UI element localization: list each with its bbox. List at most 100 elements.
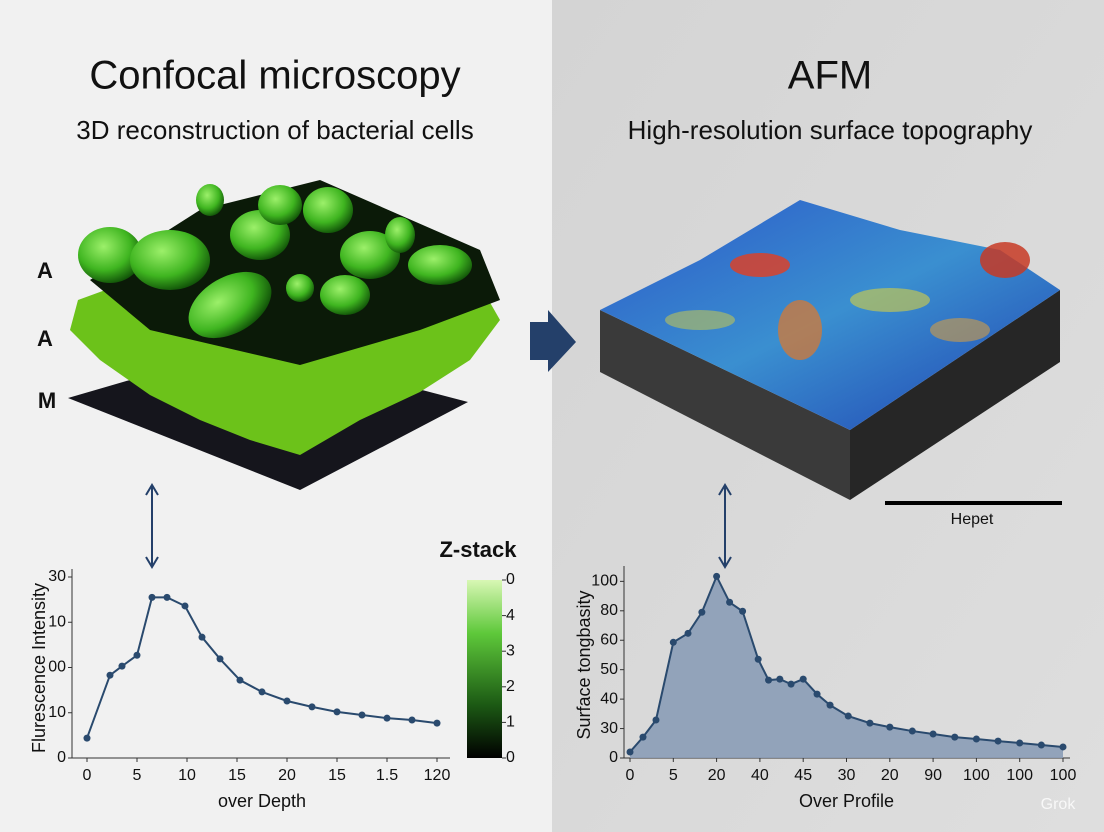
colorbar-label: 0 <box>506 571 515 588</box>
y-axis-label: Flurescence Intensity <box>29 583 49 753</box>
x-tick-label: 40 <box>751 767 769 784</box>
point <box>844 712 852 720</box>
colorbar-label: 4 <box>506 607 515 624</box>
point <box>198 633 206 641</box>
y-tick-label: 30 <box>600 720 618 737</box>
point <box>148 593 156 601</box>
point <box>308 703 316 711</box>
x-tick-label: 0 <box>83 767 92 784</box>
x-tick-label: 20 <box>708 767 726 784</box>
point <box>669 638 677 646</box>
point <box>1059 743 1067 751</box>
afm-image <box>600 200 1060 500</box>
x-axis-label: over Depth <box>218 791 306 811</box>
colorbar-label: 2 <box>506 678 515 695</box>
x-tick-label: 5 <box>133 767 142 784</box>
point <box>181 602 189 610</box>
panel-subtitle: High-resolution surface topography <box>628 115 1033 145</box>
colorbar <box>467 580 502 758</box>
point <box>776 675 784 683</box>
scale-bar-label: Hepet <box>951 511 994 528</box>
point <box>1016 739 1024 747</box>
point <box>106 671 114 679</box>
colorbar-label: 1 <box>506 714 515 731</box>
x-tick-label: 30 <box>838 767 856 784</box>
y-tick-label: 50 <box>600 661 618 678</box>
transition-arrow <box>530 310 576 372</box>
x-tick-label: 15 <box>328 767 346 784</box>
point <box>799 675 807 683</box>
panel-title: Confocal microscopy <box>89 54 460 98</box>
point <box>972 735 980 743</box>
point <box>652 716 660 724</box>
x-tick-label: 5 <box>669 767 678 784</box>
y-tick-label: 10 <box>48 704 66 721</box>
point <box>908 727 916 735</box>
point <box>951 733 959 741</box>
y-tick-label: 0 <box>609 749 618 766</box>
y-tick-label: 100 <box>591 573 618 590</box>
point <box>639 733 647 741</box>
y-axis-label: Surface tongbasity <box>574 590 594 739</box>
x-tick-label: 20 <box>278 767 296 784</box>
point <box>994 737 1002 745</box>
y-tick-label: 80 <box>600 602 618 619</box>
point <box>216 655 224 663</box>
panel-subtitle: 3D reconstruction of bacterial cells <box>76 115 473 145</box>
point <box>866 719 874 727</box>
point <box>826 701 834 709</box>
x-tick-label: 100 <box>963 767 990 784</box>
y-tick-label: 30 <box>48 568 66 585</box>
point <box>929 730 937 738</box>
point <box>765 676 773 684</box>
point <box>358 711 366 719</box>
x-tick-label: 0 <box>626 767 635 784</box>
point <box>383 714 391 722</box>
layer-label: A <box>37 326 53 351</box>
point <box>1037 741 1045 749</box>
point <box>698 608 706 616</box>
confocal-image <box>68 180 500 490</box>
point <box>713 572 721 580</box>
panel-title: AFM <box>788 54 872 98</box>
x-tick-label: 120 <box>424 767 451 784</box>
point <box>886 723 894 731</box>
point <box>83 734 91 742</box>
link-arrow <box>145 483 732 569</box>
point <box>133 651 141 659</box>
point <box>118 662 126 670</box>
point <box>283 697 291 705</box>
point <box>739 607 747 615</box>
y-tick-label: 10 <box>48 613 66 630</box>
x-tick-label: 100 <box>1006 767 1033 784</box>
area <box>630 576 1063 758</box>
point <box>684 629 692 637</box>
y-tick-label: 0 <box>57 749 66 766</box>
x-tick-label: 20 <box>881 767 899 784</box>
layer-label: M <box>38 388 56 413</box>
x-tick-label: 90 <box>924 767 942 784</box>
watermark: Grok <box>1041 796 1077 813</box>
point <box>787 680 795 688</box>
colorbar-label: 3 <box>506 642 515 659</box>
y-tick-label: 60 <box>600 631 618 648</box>
x-tick-label: 1.5 <box>376 767 398 784</box>
y-tick-label: 40 <box>600 690 618 707</box>
layer-label: A <box>37 258 53 283</box>
y-tick-label: 00 <box>48 659 66 676</box>
x-tick-label: 15 <box>228 767 246 784</box>
point <box>163 593 171 601</box>
point <box>726 598 734 606</box>
colorbar-label: 0 <box>506 749 515 766</box>
x-tick-label: 100 <box>1050 767 1077 784</box>
point <box>236 676 244 684</box>
point <box>408 716 416 724</box>
point <box>333 708 341 716</box>
colorbar-title: Z-stack <box>439 537 517 562</box>
point <box>433 719 441 727</box>
x-axis-label: Over Profile <box>799 791 894 811</box>
x-tick-label: 10 <box>178 767 196 784</box>
point <box>754 655 762 663</box>
